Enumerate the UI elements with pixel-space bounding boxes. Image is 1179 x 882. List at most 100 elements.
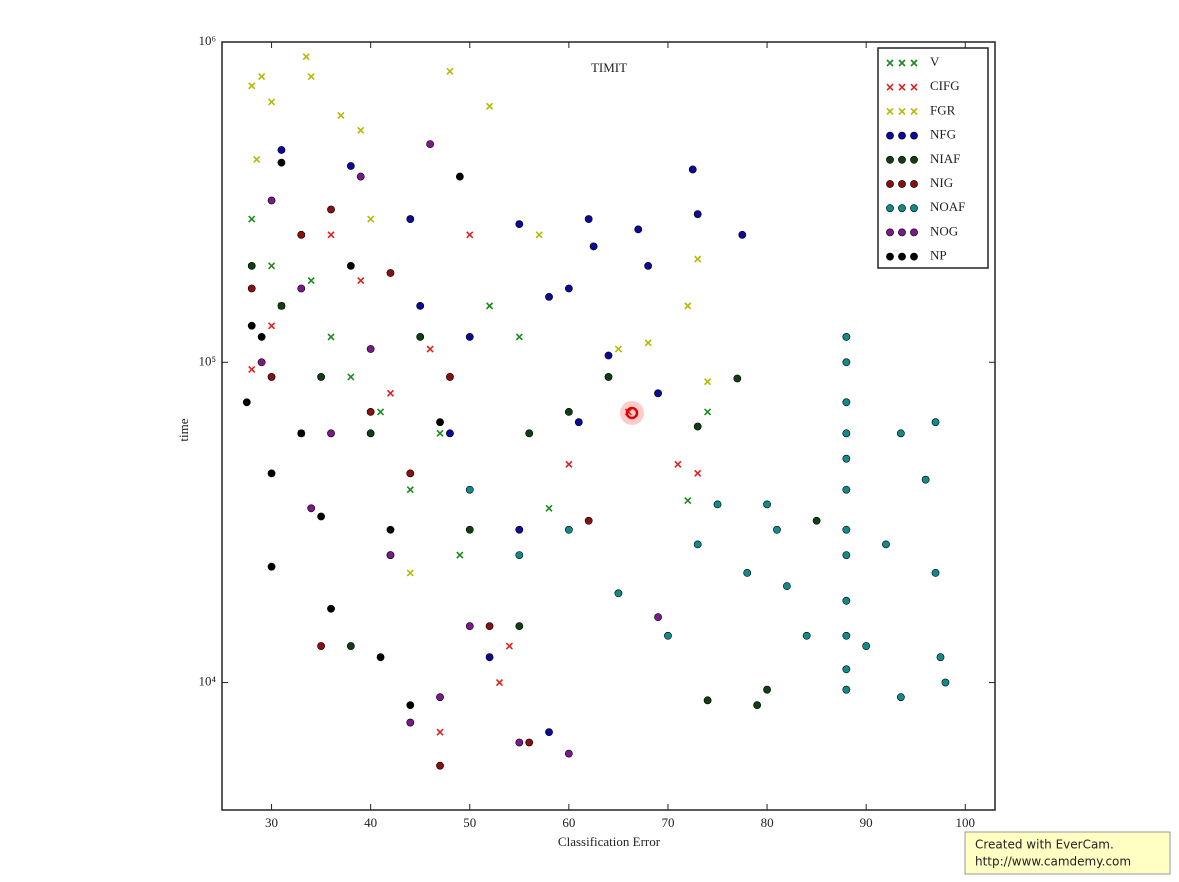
point [910, 228, 918, 237]
point-stroke [684, 302, 692, 310]
point [515, 551, 524, 559]
point [693, 422, 702, 431]
point [366, 407, 375, 416]
point [842, 333, 851, 341]
point [267, 98, 276, 106]
point-stroke [376, 408, 385, 416]
point-stroke [694, 469, 702, 477]
point-stroke [910, 83, 918, 91]
point [366, 429, 375, 438]
legend: V CIFG FGR NFG NIAF NIG NOAF NOG NP [886, 54, 965, 263]
point [763, 685, 771, 694]
point [366, 345, 375, 353]
point [486, 102, 494, 110]
point-stroke [267, 322, 276, 330]
point-stroke [614, 345, 622, 353]
point [515, 220, 524, 229]
point [896, 693, 905, 702]
legend-label: NIG [930, 175, 953, 190]
point [931, 418, 940, 427]
point [842, 429, 851, 438]
point-stroke [886, 83, 894, 91]
cursor-ring [625, 406, 639, 420]
point [921, 475, 930, 484]
point-stroke [267, 262, 276, 270]
point [426, 140, 435, 148]
point [466, 231, 474, 239]
point [910, 252, 918, 261]
point [614, 345, 622, 353]
point [886, 83, 894, 91]
x-tick-label: 80 [761, 815, 774, 830]
point [426, 345, 434, 353]
point-stroke [302, 53, 310, 61]
point [743, 568, 752, 577]
point [842, 525, 851, 534]
legend-label: NFG [930, 127, 956, 142]
point [257, 333, 266, 341]
point [486, 302, 494, 310]
point [267, 322, 276, 330]
point-stroke [495, 678, 504, 687]
watermark-box [964, 831, 1171, 875]
point [386, 389, 395, 397]
point [886, 131, 894, 140]
point [346, 261, 355, 270]
point-stroke [898, 59, 906, 67]
point [485, 622, 494, 631]
point [267, 469, 276, 478]
point-stroke [456, 551, 464, 559]
point [327, 604, 335, 613]
point [307, 72, 315, 81]
point [258, 72, 266, 81]
point [267, 196, 276, 205]
point [654, 389, 662, 398]
x-tick-label: 70 [661, 815, 674, 830]
point [248, 215, 256, 223]
chart-title: TIMIT [591, 60, 627, 75]
point [242, 398, 251, 407]
point [525, 429, 534, 438]
point-stroke [704, 408, 712, 416]
point [688, 165, 697, 174]
point [886, 252, 894, 261]
point [713, 500, 722, 509]
point [703, 696, 712, 705]
point [886, 59, 894, 67]
point [386, 551, 395, 559]
point-stroke [505, 642, 513, 650]
point-stroke [327, 333, 335, 341]
point [455, 172, 464, 181]
point [525, 738, 534, 747]
x-axis-label: Classification Error [558, 834, 661, 849]
point-stroke [357, 126, 365, 134]
point [416, 333, 425, 341]
point [327, 429, 335, 438]
point [886, 204, 894, 213]
x-tick-label: 40 [364, 815, 377, 830]
point [604, 373, 613, 381]
point-stroke [644, 339, 652, 347]
points [242, 53, 950, 770]
point-stroke [886, 107, 894, 115]
point [515, 333, 523, 341]
point [802, 631, 811, 640]
point [406, 215, 415, 223]
point [356, 172, 365, 181]
point [842, 358, 851, 367]
point-stroke [248, 82, 256, 90]
point [436, 429, 444, 437]
point [317, 373, 326, 381]
point [277, 146, 286, 154]
point [684, 302, 692, 310]
point [941, 678, 950, 687]
point [253, 155, 261, 163]
point-stroke [898, 83, 906, 91]
point-stroke [347, 373, 355, 381]
point [465, 622, 474, 631]
point [297, 230, 306, 239]
point [307, 504, 316, 513]
point [931, 568, 940, 577]
point [634, 225, 643, 234]
point [910, 204, 918, 213]
